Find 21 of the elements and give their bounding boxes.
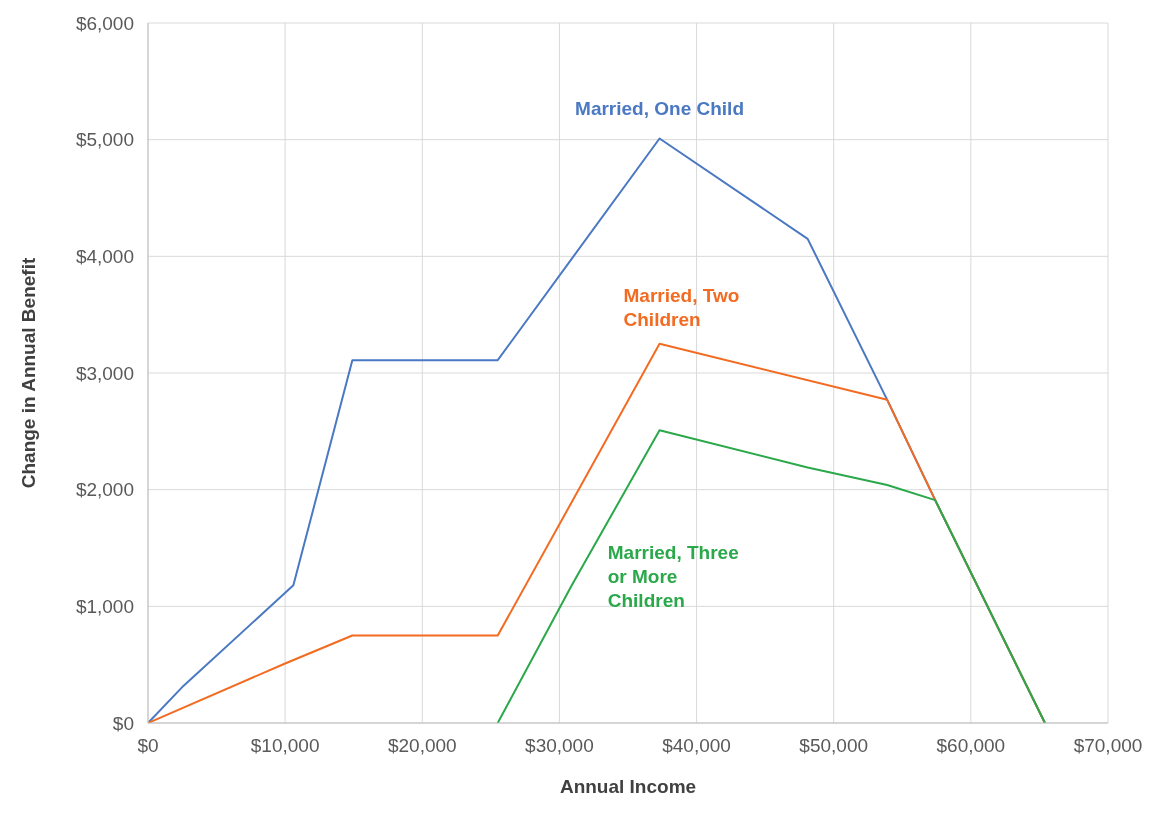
y-tick-label: $1,000 bbox=[75, 596, 134, 618]
x-tick-label: $40,000 bbox=[662, 735, 731, 757]
line-series bbox=[496, 429, 1046, 723]
series-label: Married, One Child bbox=[575, 97, 744, 119]
y-tick-label: $5,000 bbox=[75, 129, 134, 151]
x-tick-label: $70,000 bbox=[1073, 735, 1143, 757]
y-axis-title: Change in Annual Benefit bbox=[17, 257, 39, 489]
x-tick-label: $0 bbox=[137, 735, 159, 757]
x-tick-label: $20,000 bbox=[387, 735, 457, 757]
x-axis-title: Annual Income bbox=[559, 776, 697, 797]
y-tick-label: $0 bbox=[112, 712, 134, 734]
y-tick-label: $6,000 bbox=[75, 12, 134, 34]
x-tick-label: $50,000 bbox=[799, 735, 869, 757]
series-label: Married, Three or More Children bbox=[607, 542, 739, 612]
series-label: Married, Two Children bbox=[623, 284, 740, 330]
y-tick-label: $3,000 bbox=[75, 362, 134, 384]
y-tick-label: $4,000 bbox=[75, 246, 134, 268]
x-tick-label: $10,000 bbox=[250, 735, 320, 757]
x-tick-label: $30,000 bbox=[525, 735, 594, 757]
x-tick-label: $60,000 bbox=[936, 735, 1006, 757]
y-tick-label: $2,000 bbox=[75, 479, 134, 501]
